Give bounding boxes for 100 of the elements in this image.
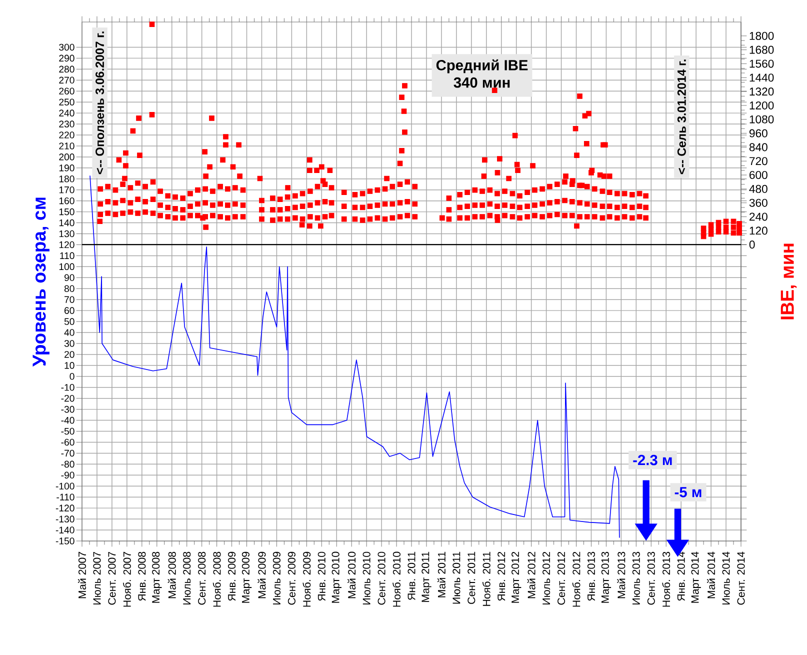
y-tick-label: -30 — [61, 406, 74, 413]
y-tick-label: 140 — [59, 219, 74, 226]
y2-tick-label: 1800 — [750, 32, 774, 40]
y2-tick-label: 720 — [750, 157, 768, 166]
x-tick-label: Сент. 2009 — [288, 552, 296, 605]
x-tick-label: Нояб. 2012 — [572, 552, 580, 607]
y-tick-label: -100 — [56, 482, 74, 490]
y-tick-label: -150 — [56, 538, 74, 544]
y2-tick-label: 1680 — [750, 46, 774, 54]
x-tick-label: Июль 2007 — [93, 552, 101, 604]
y2-tick-label: 1320 — [750, 88, 774, 96]
annotation: -2.3 м — [633, 454, 672, 466]
y2-tick-label: 840 — [749, 143, 768, 152]
y-tick-label: 190 — [59, 164, 74, 172]
x-tick-label: Янв. 2010 — [318, 552, 326, 601]
x-tick-label: Июль 2014 — [722, 552, 730, 604]
x-tick-label: Июль 2008 — [183, 552, 191, 604]
y-tick-label: 80 — [64, 285, 74, 292]
x-tick-label: Сент. 2013 — [647, 552, 655, 605]
y-tick-label: -50 — [61, 428, 74, 435]
x-tick-label: Май 2010 — [348, 552, 356, 598]
y2-tick-label: 600 — [750, 171, 768, 180]
y2-tick-label: 240 — [750, 212, 768, 221]
y-tick-label: 200 — [59, 154, 74, 160]
annotation: -5 м — [674, 487, 702, 498]
y-tick-label: 210 — [59, 142, 74, 150]
y2-tick-label: 120 — [750, 226, 768, 235]
y2-tick-label: 1080 — [750, 115, 774, 124]
x-tick-label: Май 2007 — [78, 552, 86, 598]
y2-tick-label: 1440 — [750, 74, 774, 82]
y-tick-label: 280 — [59, 66, 74, 73]
y-tick-label: 60 — [64, 307, 74, 314]
x-tick-label: Янв. 2008 — [138, 552, 146, 601]
x-tick-label: Сент. 2007 — [108, 552, 116, 605]
x-tick-label: Март 2011 — [422, 552, 432, 602]
y-tick-label: 70 — [64, 296, 74, 303]
y-tick-label: 270 — [59, 76, 74, 84]
annotation: <-- Оползень 3.06.2007 г. — [96, 32, 104, 174]
y-tick-label: 230 — [59, 120, 74, 128]
y-tick-label: 10 — [64, 362, 74, 369]
y-tick-label: 30 — [64, 340, 74, 347]
annotation: Средний IBE — [436, 59, 528, 74]
x-tick-label: Янв. 2011 — [408, 552, 416, 600]
y-tick-label: 250 — [59, 98, 74, 106]
y-tick-label: 40 — [64, 329, 74, 336]
y-tick-label: 110 — [60, 252, 74, 260]
x-tick-label: Сент. 2011 — [468, 552, 476, 604]
y-tick-label: 180 — [59, 176, 74, 182]
y-tick-label: 300 — [59, 44, 74, 51]
y-tick-label: -40 — [61, 416, 74, 424]
y-tick-label: 260 — [59, 88, 74, 94]
x-tick-label: Июль 2012 — [542, 552, 550, 604]
x-tick-label: Июль 2011 — [452, 552, 460, 604]
x-tick-label: Март 2009 — [242, 552, 252, 603]
x-tick-label: Сент. 2008 — [198, 552, 206, 605]
y-tick-label: 130 — [59, 230, 74, 238]
x-tick-label: Май 2012 — [527, 552, 536, 598]
y-tick-label: 240 — [59, 110, 74, 116]
y-tick-label: -130 — [56, 516, 74, 522]
y-tick-label: 160 — [59, 197, 74, 204]
x-tick-label: Нояб. 2011 — [482, 552, 490, 606]
y2-tick-label: 960 — [749, 129, 768, 138]
x-tick-label: Май 2009 — [258, 552, 266, 598]
y-tick-label: -120 — [56, 504, 74, 512]
y-tick-label: -60 — [61, 438, 74, 446]
y-tick-label: 0 — [70, 373, 74, 380]
y-tick-label: -70 — [61, 450, 74, 457]
x-tick-label: Янв. 2013 — [587, 552, 596, 601]
x-tick-label: Март 2013 — [601, 552, 612, 603]
x-tick-label: Март 2010 — [332, 552, 342, 603]
x-tick-label: Нояб. 2007 — [122, 552, 131, 607]
y-tick-label: -20 — [61, 394, 74, 402]
x-tick-label: Июль 2010 — [362, 552, 370, 604]
y2-tick-label: 0 — [749, 240, 755, 249]
y-tick-label: 150 — [59, 208, 74, 216]
x-tick-label: Июль 2013 — [632, 552, 640, 604]
y-tick-label: 170 — [59, 186, 74, 194]
y-tick-label: 50 — [64, 318, 74, 325]
x-tick-label: Сент. 2012 — [558, 552, 566, 605]
annotation: 340 мин — [454, 77, 510, 88]
line-series — [90, 175, 620, 538]
y-axis-title: Уровень озера, см — [32, 198, 50, 367]
x-tick-label: Март 2012 — [512, 552, 522, 603]
x-tick-label: Сент. 2014 — [737, 552, 745, 605]
y2-tick-label: 360 — [749, 198, 768, 207]
x-tick-label: Нояб. 2008 — [212, 552, 221, 607]
x-tick-label: Март 2008 — [152, 552, 162, 603]
x-tick-label: Май 2014 — [707, 552, 716, 598]
y-tick-label: -90 — [61, 472, 74, 479]
x-tick-label: Май 2008 — [168, 552, 176, 598]
y2-tick-label: 1200 — [750, 101, 774, 110]
x-tick-label: Сент. 2010 — [378, 552, 386, 605]
y-tick-label: 120 — [59, 241, 74, 248]
x-tick-label: Янв. 2012 — [498, 552, 506, 601]
y-tick-label: 220 — [59, 132, 74, 138]
x-tick-label: Нояб. 2013 — [662, 552, 670, 607]
x-tick-label: Март 2014 — [691, 552, 701, 603]
y-tick-label: 90 — [64, 274, 74, 282]
x-tick-label: Янв. 2009 — [228, 552, 236, 601]
y2-tick-label: 480 — [749, 184, 768, 193]
